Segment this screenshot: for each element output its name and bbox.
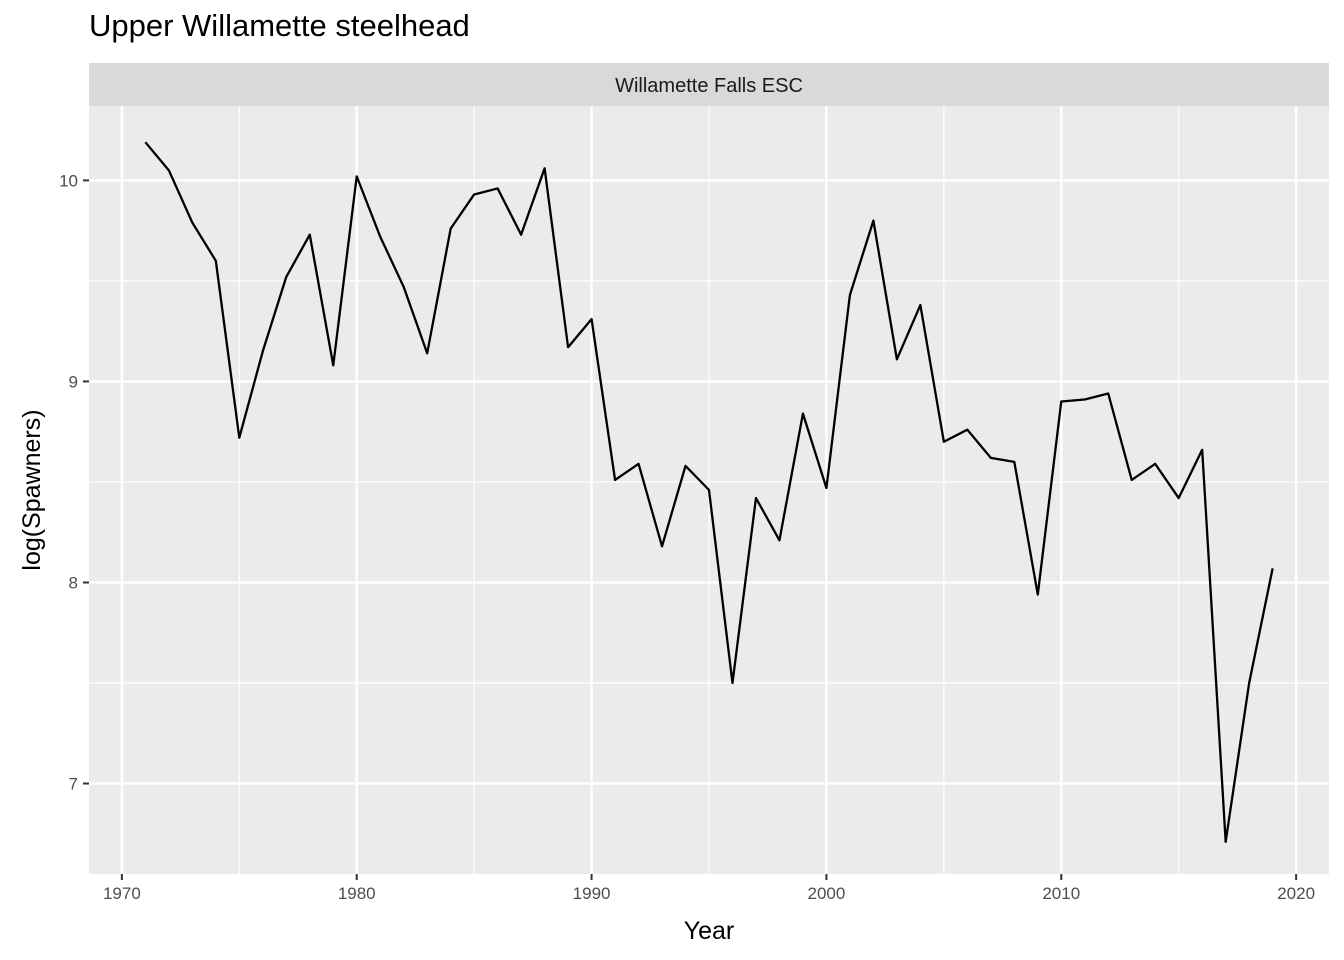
series-line	[144, 141, 1274, 843]
y-tick-label: 10	[59, 171, 78, 190]
y-axis-title: log(Spawners)	[18, 409, 46, 570]
x-tick-label: 1970	[103, 884, 141, 903]
x-axis: 1970 1980 1990 2000 2010 2020	[103, 874, 1315, 903]
chart-title: Upper Willamette steelhead	[89, 8, 470, 43]
y-axis: 7 8 9 10	[59, 171, 89, 794]
data-layer	[144, 141, 1274, 843]
x-tick-label: 2020	[1277, 884, 1315, 903]
x-tick-label: 1990	[573, 884, 611, 903]
facet-strip-label: Willamette Falls ESC	[615, 75, 803, 97]
facet-strip	[89, 63, 1329, 106]
major-gridlines	[89, 106, 1329, 874]
x-tick-label: 1980	[338, 884, 376, 903]
minor-gridlines	[89, 106, 1329, 874]
y-tick-label: 7	[69, 775, 78, 794]
x-tick-label: 2010	[1042, 884, 1080, 903]
x-axis-title: Year	[684, 917, 735, 945]
y-tick-label: 8	[69, 573, 78, 592]
x-tick-label: 2000	[808, 884, 846, 903]
y-tick-label: 9	[69, 372, 78, 391]
